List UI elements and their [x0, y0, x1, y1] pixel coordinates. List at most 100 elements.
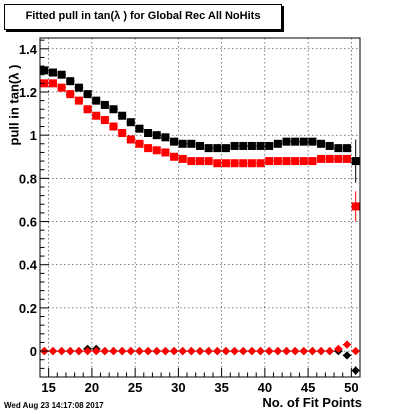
data-point-square — [100, 100, 109, 109]
data-point-square — [213, 159, 222, 168]
data-point-square — [325, 154, 334, 163]
data-point-diamond — [117, 346, 127, 356]
y-tick-label: 0.6 — [19, 215, 37, 230]
data-point-diamond — [273, 346, 283, 356]
data-point-square — [135, 124, 144, 133]
data-point-square — [66, 77, 75, 86]
data-point-diamond — [178, 346, 187, 356]
data-point-square — [196, 157, 204, 166]
data-point-square — [291, 137, 300, 146]
data-point-square — [256, 159, 265, 168]
data-point-diamond — [143, 346, 153, 356]
data-markers — [40, 66, 360, 375]
data-point-square — [109, 122, 118, 131]
data-point-square — [230, 159, 239, 168]
data-point-square — [213, 144, 222, 153]
data-point-square — [343, 144, 352, 153]
data-point-square — [291, 157, 300, 166]
data-point-square — [144, 129, 153, 138]
data-point-square — [221, 144, 230, 153]
data-point-square — [66, 90, 75, 99]
data-point-diamond — [351, 366, 360, 375]
data-point-diamond — [299, 346, 308, 356]
data-point-square — [351, 157, 360, 166]
data-point-diamond — [308, 346, 317, 356]
chart-title-box: Fitted pull in tan(λ ) for Global Rec Al… — [4, 4, 282, 30]
data-point-diamond — [213, 346, 222, 356]
data-point-diamond — [187, 346, 196, 356]
data-point-square — [273, 139, 282, 148]
data-point-square — [230, 141, 239, 150]
data-point-square — [282, 157, 291, 166]
data-point-square — [273, 157, 282, 166]
data-point-square — [74, 83, 83, 92]
timestamp: Wed Aug 23 14:17:08 2017 — [4, 401, 104, 410]
data-point-square — [178, 154, 187, 163]
data-point-square — [92, 111, 101, 120]
data-point-diamond — [325, 346, 334, 356]
data-point-square — [256, 141, 265, 150]
x-tick-label: 45 — [301, 380, 315, 395]
data-point-square — [299, 137, 308, 146]
data-point-square — [48, 79, 57, 88]
x-tick-label: 15 — [41, 380, 55, 395]
data-point-diamond — [351, 346, 360, 356]
data-point-diamond — [256, 346, 265, 356]
y-tick-label: 0 — [30, 344, 37, 359]
data-point-square — [161, 148, 170, 157]
data-point-square — [126, 118, 135, 127]
y-axis-label-box: pull in tan(λ ) — [6, 40, 22, 170]
axis-ticks: 15 20 25 30 35 40 45 50 0 0.2 0.4 0.6 0.8 1 1.2 1.4 — [19, 39, 361, 395]
data-point-diamond — [66, 346, 75, 356]
data-point-square — [204, 157, 213, 166]
data-point-square — [239, 141, 248, 150]
data-point-square — [343, 154, 352, 163]
data-point-square — [196, 141, 204, 150]
data-point-square — [317, 154, 326, 163]
error-bars — [40, 67, 360, 375]
data-point-square — [170, 152, 179, 161]
data-point-square — [308, 157, 317, 166]
x-tick-label: 20 — [85, 380, 99, 395]
data-point-square — [135, 139, 144, 148]
data-point-square — [247, 159, 256, 168]
data-point-square — [178, 139, 187, 148]
data-point-square — [187, 157, 196, 166]
data-point-diamond — [126, 346, 136, 356]
x-tick-label: 40 — [258, 380, 272, 395]
data-point-square — [92, 96, 101, 105]
data-point-diamond — [135, 346, 144, 356]
data-point-square — [334, 154, 343, 163]
data-point-diamond — [83, 346, 92, 356]
data-point-square — [351, 202, 360, 211]
data-point-diamond — [204, 346, 213, 356]
data-point-square — [187, 139, 196, 148]
data-point-square — [334, 144, 343, 153]
data-point-square — [282, 137, 291, 146]
grid-lines — [40, 38, 360, 377]
y-tick-label: 0.8 — [19, 171, 37, 186]
chart-title: Fitted pull in tan(λ ) for Global Rec Al… — [25, 10, 261, 22]
data-point-square — [239, 159, 248, 168]
data-point-square — [83, 90, 92, 99]
data-point-square — [221, 159, 230, 168]
x-tick-label: 50 — [344, 380, 358, 395]
data-point-square — [109, 105, 118, 114]
y-tick-label: 1.4 — [19, 42, 38, 57]
data-point-diamond — [342, 351, 352, 360]
data-point-square — [40, 66, 49, 75]
data-point-diamond — [264, 346, 274, 356]
x-tick-label: 30 — [171, 380, 185, 395]
data-point-square — [83, 105, 92, 114]
data-point-diamond — [161, 346, 170, 356]
data-point-square — [204, 144, 213, 153]
data-point-square — [317, 139, 326, 148]
data-point-diamond — [152, 346, 161, 356]
data-point-diamond — [247, 346, 257, 356]
data-point-square — [144, 144, 153, 153]
data-point-diamond — [169, 346, 179, 356]
data-point-square — [126, 135, 135, 144]
data-point-square — [308, 137, 317, 146]
data-point-diamond — [92, 346, 101, 356]
